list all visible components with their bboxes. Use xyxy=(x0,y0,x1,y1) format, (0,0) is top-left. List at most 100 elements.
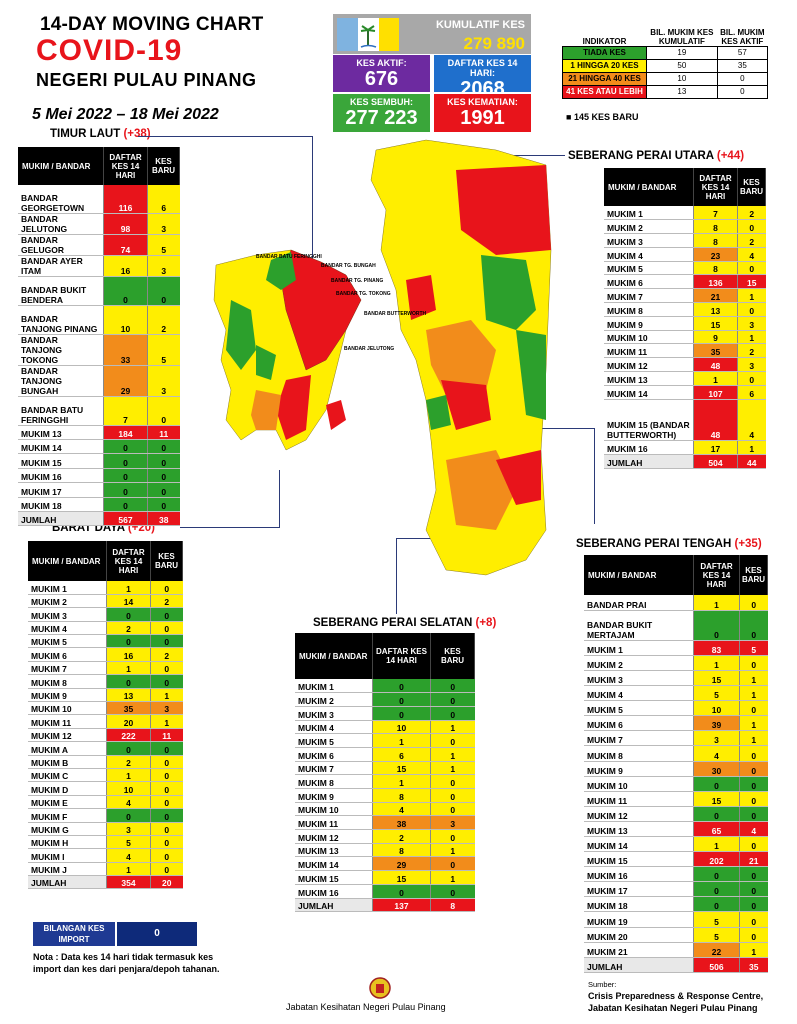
row-baru: 0 xyxy=(430,829,475,844)
total-row: JUMLAH 504 44 xyxy=(604,454,766,469)
row-label: MUKIM 11 xyxy=(295,815,373,831)
import-box: BILANGAN KES IMPORT 0 xyxy=(33,922,197,946)
sembuh-label: KES SEMBUH: xyxy=(349,97,413,107)
legend-indicator: 21 HINGGA 40 KES xyxy=(562,71,647,86)
table-row: MUKIM 11 20 1 xyxy=(28,714,183,729)
row-baru: 0 xyxy=(147,396,180,426)
row-label: BANDAR TANJONG PINANG xyxy=(18,305,104,335)
row-baru: 0 xyxy=(737,219,766,235)
row-baru: 0 xyxy=(147,468,180,484)
row-label: MUKIM 6 xyxy=(28,647,107,662)
row-daftar: 1 xyxy=(693,655,740,671)
row-baru: 2 xyxy=(150,647,183,662)
column-header: KES BARU xyxy=(737,168,766,206)
table-row: BANDAR TANJONG TOKONG 33 5 xyxy=(18,334,180,366)
label-tg-tokong: BANDAR TG. TOKONG xyxy=(336,291,391,297)
section-plus: (+44) xyxy=(716,150,745,162)
row-baru: 0 xyxy=(150,755,183,769)
total-label: JUMLAH xyxy=(584,957,694,973)
row-baru: 1 xyxy=(739,942,768,958)
row-daftar: 5 xyxy=(693,911,740,928)
row-label: MUKIM 18 xyxy=(584,896,694,913)
row-baru: 0 xyxy=(739,896,768,913)
row-label: MUKIM 5 xyxy=(584,700,694,717)
row-baru: 0 xyxy=(147,497,180,513)
row-daftar: 15 xyxy=(372,870,431,885)
row-label: MUKIM B xyxy=(28,755,107,769)
table-row: MUKIM 4 10 1 xyxy=(295,720,475,735)
row-baru: 0 xyxy=(150,607,183,622)
row-baru: 0 xyxy=(430,706,475,721)
sembuh-box: KES SEMBUH: 277 223 xyxy=(333,94,430,132)
row-label: BANDAR JELUTONG xyxy=(18,213,104,236)
row-baru: 15 xyxy=(737,274,766,290)
row-label: MUKIM 7 xyxy=(28,661,107,676)
row-label: MUKIM 16 xyxy=(584,866,694,883)
cprc-source: Crisis Preparedness & Response Centre, J… xyxy=(588,990,763,1014)
table-row: MUKIM 16 17 1 xyxy=(604,440,766,455)
row-baru: 0 xyxy=(737,302,766,317)
row-label: MUKIM 11 xyxy=(28,714,107,729)
kumulatif-box: KUMULATIF KES 279 890 xyxy=(333,14,531,54)
row-daftar: 0 xyxy=(693,866,740,883)
row-daftar: 0 xyxy=(106,607,151,622)
row-label: MUKIM 19 xyxy=(584,911,694,928)
table-row: MUKIM 6 39 1 xyxy=(584,715,768,732)
table-row: MUKIM 9 13 1 xyxy=(28,688,183,703)
row-label: MUKIM 15 xyxy=(584,851,694,868)
row-label: MUKIM 11 xyxy=(604,343,694,359)
row-label: MUKIM C xyxy=(28,768,107,783)
row-label: MUKIM 1 xyxy=(295,679,373,694)
table-row: MUKIM 4 23 4 xyxy=(604,247,766,262)
row-daftar: 23 xyxy=(693,247,738,262)
row-daftar: 1 xyxy=(693,371,738,386)
table-row: BANDAR GEORGETOWN 116 6 xyxy=(18,185,180,215)
row-baru: 0 xyxy=(150,581,183,595)
legend-aktif: 35 xyxy=(716,58,769,73)
row-daftar: 1 xyxy=(106,581,151,595)
aktif-label: KES AKTIF: xyxy=(356,58,407,68)
row-baru: 1 xyxy=(430,843,475,858)
row-daftar: 29 xyxy=(103,365,148,397)
row-baru: 1 xyxy=(739,730,768,747)
row-daftar: 74 xyxy=(103,234,148,257)
row-label: MUKIM 17 xyxy=(584,881,694,898)
table-row: BANDAR JELUTONG 98 3 xyxy=(18,213,180,236)
row-label: BANDAR BATU FERINGGHI xyxy=(18,396,104,426)
row-baru: 0 xyxy=(150,848,183,863)
table-row: MUKIM 15 15 1 xyxy=(295,870,475,885)
table-row: MUKIM 21 22 1 xyxy=(584,942,768,958)
row-daftar: 38 xyxy=(372,815,431,831)
daftar-label: DAFTAR KES 14 HARI: xyxy=(447,58,518,78)
section-plus: (+8) xyxy=(475,617,497,629)
total-row: JUMLAH 354 20 xyxy=(28,875,183,890)
row-daftar: 48 xyxy=(693,357,738,373)
row-daftar: 2 xyxy=(106,755,151,769)
row-baru: 0 xyxy=(147,276,180,307)
cprc-line1: Crisis Preparedness & Response Centre, xyxy=(588,991,764,1001)
table-row: BANDAR BATU FERINGGHI 7 0 xyxy=(18,396,180,426)
row-label: MUKIM 3 xyxy=(584,670,694,687)
total-daftar: 506 xyxy=(693,957,740,973)
row-daftar: 5 xyxy=(693,685,740,702)
section-spu: SEBERANG PERAI UTARA (+44) xyxy=(568,150,744,162)
row-daftar: 107 xyxy=(693,385,738,400)
legend-aktif: 0 xyxy=(716,71,769,86)
table-row: BANDAR GELUGOR 74 5 xyxy=(18,234,180,257)
row-daftar: 8 xyxy=(372,788,431,803)
table-row: MUKIM 3 15 1 xyxy=(584,670,768,687)
section-timur-laut: TIMUR LAUT (+38) xyxy=(50,128,151,140)
row-baru: 0 xyxy=(150,768,183,783)
aktif-value: 676 xyxy=(364,68,399,90)
row-label: MUKIM 7 xyxy=(295,761,373,776)
table-row: MUKIM 12 222 11 xyxy=(28,728,183,743)
row-label: MUKIM 15 (BANDAR BUTTERWORTH) xyxy=(604,399,694,442)
row-baru: 0 xyxy=(739,700,768,717)
table-row: MUKIM 13 65 4 xyxy=(584,821,768,838)
row-baru: 0 xyxy=(739,761,768,777)
footer-jkn: Jabatan Kesihatan Negeri Pulau Pinang xyxy=(286,1002,446,1012)
